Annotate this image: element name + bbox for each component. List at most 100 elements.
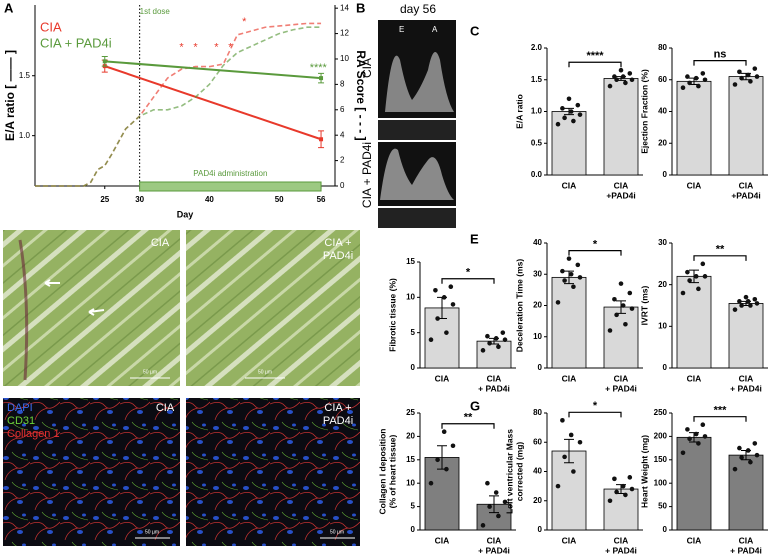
data-point (693, 431, 699, 437)
panel-label: G (470, 398, 480, 413)
x-tick-label: CIA (487, 373, 502, 383)
significance-bracket (568, 250, 622, 256)
data-point (607, 83, 613, 89)
significance: **** (310, 62, 328, 74)
data-point (571, 118, 576, 124)
y-tick-label: 0 (663, 170, 668, 179)
image-label: CIA + (324, 237, 351, 249)
data-point (732, 82, 738, 87)
data-point (739, 303, 744, 308)
significance-label: * (466, 267, 471, 279)
significance-label: * (593, 400, 598, 412)
data-point (752, 296, 758, 302)
peak-label: E (399, 25, 404, 34)
significance-bracket (693, 255, 747, 261)
echo-strip (378, 120, 456, 140)
significance-bracket (568, 61, 622, 68)
data-point (696, 83, 701, 89)
x-tick-label: CIA (487, 535, 502, 545)
y2-tick-label: 6 (340, 105, 345, 114)
data-point (562, 454, 567, 460)
significance-bracket (568, 411, 622, 418)
x-tick-label: CIA (435, 373, 450, 383)
error-bar (564, 270, 574, 285)
y-tick-label: 10 (406, 292, 415, 301)
y-tick-label: 1.0 (19, 131, 31, 140)
data-point (493, 336, 499, 341)
data-point (739, 75, 744, 81)
y-tick-label: 10 (406, 478, 415, 487)
significance: * (193, 41, 198, 53)
x-tick-label: 56 (317, 195, 326, 204)
significance-label: ** (716, 244, 725, 256)
y-tick-label: 40 (658, 107, 667, 116)
ra-line (35, 26, 322, 187)
data-point (441, 429, 447, 435)
administration-bar (139, 181, 322, 192)
x-tick-label: CIA (687, 180, 702, 190)
y2-axis-title: RA Score [ - - - ] (354, 50, 368, 140)
x-tick-label: CIA (562, 373, 577, 383)
significance-bracket (693, 416, 747, 422)
peak-label: A (432, 25, 438, 34)
data-point (754, 452, 760, 458)
data-point (480, 523, 486, 528)
data-point (448, 284, 454, 290)
y-tick-label: 15 (406, 257, 415, 266)
data-point (444, 466, 449, 472)
data-point (702, 77, 708, 83)
x-tick-label: CIA (435, 535, 450, 545)
panel-label: E (470, 231, 479, 246)
fluorescence-image (186, 398, 360, 546)
data-point (568, 432, 574, 438)
data-point (560, 268, 565, 274)
image-title: day 56 (400, 2, 436, 16)
error-bar (564, 438, 574, 464)
ea-marker (319, 76, 324, 81)
panel-label: C (470, 23, 480, 38)
scale-label: 50 µm (145, 529, 159, 535)
histology-image (186, 230, 360, 386)
panel-label: B (356, 0, 365, 15)
data-point (752, 66, 758, 71)
image-label: PAD4i (323, 250, 353, 262)
arrow (44, 279, 60, 287)
y2-tick-label: 4 (340, 130, 345, 139)
bar (551, 276, 587, 369)
data-point (493, 490, 499, 495)
image-label: CIA (151, 237, 170, 249)
ea-marker (102, 59, 107, 64)
x-tick-label: CIA (687, 535, 702, 545)
legend-entry: CIA (40, 19, 62, 34)
data-point (754, 74, 760, 79)
data-point (685, 427, 690, 432)
image-label: PAD4i (323, 415, 353, 427)
y-tick-label: 30 (533, 269, 542, 278)
x-tick-label: + PAD4i (605, 545, 637, 555)
data-point (428, 480, 434, 486)
bar (603, 488, 639, 531)
data-point (627, 71, 633, 76)
x-tick-label: 25 (100, 195, 109, 204)
x-tick-label: +PAD4i (606, 190, 635, 200)
x-tick-label: +PAD4i (731, 190, 760, 200)
y2-tick-label: 10 (340, 54, 349, 63)
significance-bracket (693, 60, 747, 66)
data-point (700, 71, 706, 76)
y-tick-label: 1.5 (19, 71, 31, 80)
y2-tick-label: 14 (340, 3, 349, 12)
y-tick-label: 2.0 (531, 43, 543, 52)
data-point (571, 469, 576, 474)
y2-tick-label: 0 (340, 181, 345, 190)
y-tick-label: 20 (533, 301, 542, 310)
data-point (487, 504, 492, 509)
data-point (752, 441, 758, 446)
x-tick-label: + PAD4i (605, 383, 637, 393)
x-tick-label: CIA (614, 535, 629, 545)
data-point (739, 455, 744, 460)
data-point (745, 448, 751, 453)
y-tick-label: 20 (658, 280, 667, 289)
data-point (575, 262, 581, 268)
y-tick-label: 15 (406, 455, 415, 464)
